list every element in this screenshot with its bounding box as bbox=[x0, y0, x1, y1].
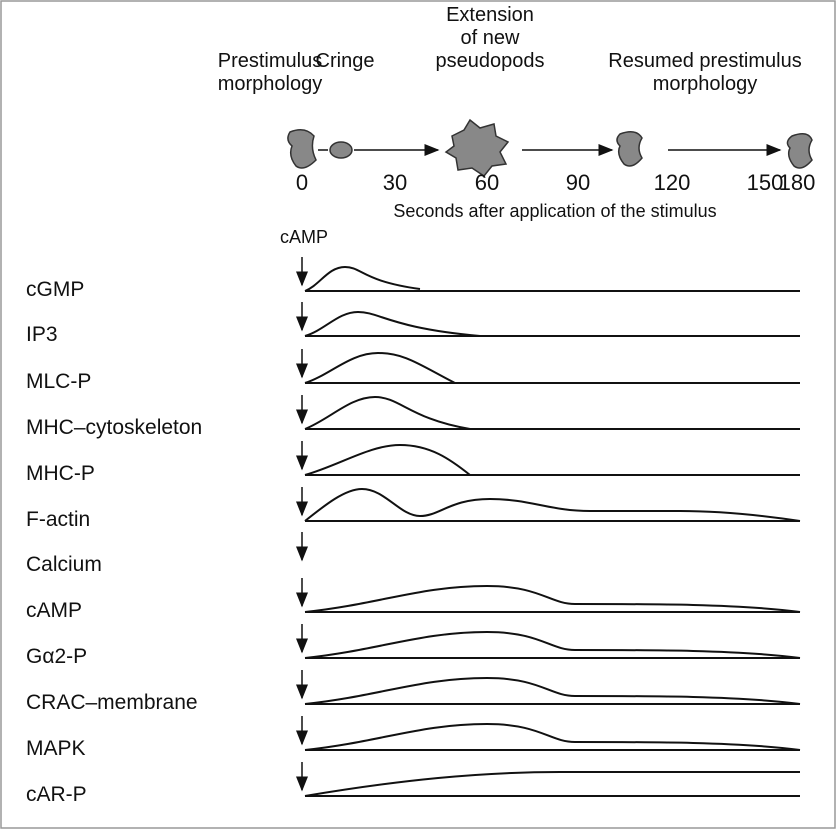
row-label: cGMP bbox=[26, 278, 84, 301]
time-course-curve bbox=[304, 395, 471, 430]
time-course-curve bbox=[304, 351, 456, 384]
stage-label: morphology bbox=[653, 73, 758, 95]
time-axis-label: Seconds after application of the stimulu… bbox=[393, 201, 716, 221]
time-course-curve bbox=[304, 676, 801, 705]
row-label: CRAC–membrane bbox=[26, 691, 198, 714]
row-label: Gα2-P bbox=[26, 645, 87, 668]
time-tick-label: 90 bbox=[566, 170, 590, 195]
time-course-curve bbox=[304, 487, 801, 522]
time-course-curve bbox=[304, 722, 801, 751]
stage-label: of new bbox=[461, 27, 520, 49]
row-label: MLC-P bbox=[26, 370, 91, 393]
time-course-curve bbox=[304, 584, 801, 613]
stage-label: Extension bbox=[446, 4, 534, 26]
time-tick-label: 150 bbox=[747, 170, 784, 195]
time-course-curve bbox=[304, 443, 471, 476]
row-label: Calcium bbox=[26, 553, 102, 576]
time-tick-label: 30 bbox=[383, 170, 407, 195]
time-course-curve bbox=[304, 265, 421, 292]
row-label: MHC–cytoskeleton bbox=[26, 416, 202, 439]
time-tick-label: 60 bbox=[475, 170, 499, 195]
stage-label: pseudopods bbox=[436, 50, 545, 72]
row-label: cAR-P bbox=[26, 783, 87, 806]
stage-label: Prestimulus bbox=[218, 50, 322, 72]
row-label: MAPK bbox=[26, 737, 86, 760]
time-tick-label: 0 bbox=[296, 170, 308, 195]
time-course-curve bbox=[304, 630, 801, 659]
stage-label: Resumed prestimulus bbox=[608, 50, 801, 72]
stage-label: morphology bbox=[218, 73, 323, 95]
time-tick-label: 180 bbox=[779, 170, 816, 195]
stage-label: Cringe bbox=[316, 50, 375, 72]
row-label: cAMP bbox=[26, 599, 82, 622]
row-label: IP3 bbox=[26, 323, 58, 346]
time-course-curve bbox=[304, 771, 800, 797]
time-courses bbox=[296, 257, 801, 797]
stimulus-label: cAMP bbox=[280, 227, 328, 247]
cells bbox=[287, 118, 813, 178]
time-course-curve bbox=[304, 310, 481, 337]
time-tick-label: 120 bbox=[654, 170, 691, 195]
row-label: F-actin bbox=[26, 508, 90, 531]
row-label: MHC-P bbox=[26, 462, 95, 485]
